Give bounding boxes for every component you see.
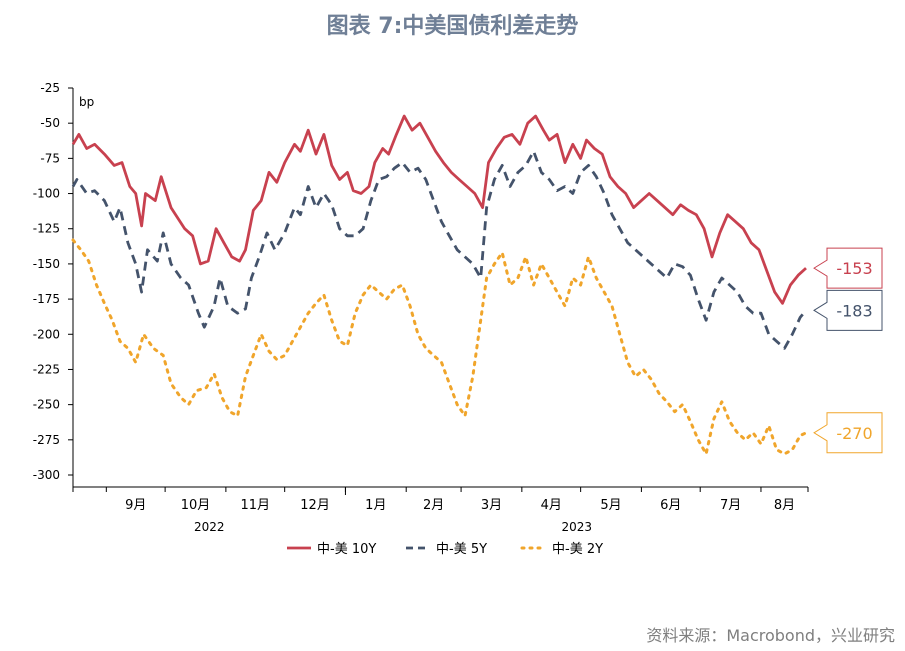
chart-title: 图表 7:中美国债利差走势 xyxy=(326,14,579,39)
x-month-label: 1月 xyxy=(365,498,386,513)
legend-label-2: 中-美 5Y xyxy=(436,542,487,557)
x-month-label: 7月 xyxy=(720,498,741,513)
x-month-label: 12月 xyxy=(300,498,330,513)
y-tick-label: -50 xyxy=(40,116,60,130)
y-tick-label: -200 xyxy=(33,327,60,341)
x-month-label: 2月 xyxy=(423,498,444,513)
x-axis: 9月 10月 11月 12月 1月 2月 3月 4月 5月 6月 7月 8月 2022 2023 xyxy=(72,486,809,534)
y-tick-label: -225 xyxy=(33,362,60,376)
source-note: 资料来源：Macrobond，兴业研究 xyxy=(646,626,895,645)
x-year-label: 2022 xyxy=(194,520,225,534)
end-label-box-3 xyxy=(813,412,883,454)
y-tick-label: -175 xyxy=(33,292,60,306)
end-label-box-1 xyxy=(813,247,883,289)
y-tick-label: -25 xyxy=(40,81,60,95)
x-year-label: 2023 xyxy=(561,520,592,534)
y-tick-label: -75 xyxy=(40,151,60,165)
y-axis-unit: bp xyxy=(79,95,94,109)
x-month-label: 5月 xyxy=(600,498,621,513)
end-label-1: -153 xyxy=(836,259,872,278)
series-group xyxy=(71,114,808,456)
series-line-2 xyxy=(71,149,808,350)
y-tick-label: -125 xyxy=(33,222,60,236)
x-month-label: 8月 xyxy=(774,498,795,513)
end-label-3: -270 xyxy=(836,424,872,443)
y-tick-label: -100 xyxy=(33,187,60,201)
legend-label-1: 中-美 10Y xyxy=(317,542,376,557)
x-month-label: 9月 xyxy=(125,498,146,513)
end-labels: -153 -183 -270 xyxy=(813,247,883,454)
y-axis: -25 -50 -75 -100 -125 -150 -175 -200 -225 -250 -27… xyxy=(33,81,94,487)
end-label-2: -183 xyxy=(836,301,872,320)
y-tick-label: -275 xyxy=(33,433,60,447)
x-month-label: 11月 xyxy=(241,498,271,513)
y-tick-label: -250 xyxy=(33,398,60,412)
y-tick-label: -300 xyxy=(33,468,60,482)
x-month-label: 10月 xyxy=(181,498,211,513)
x-month-label: 3月 xyxy=(481,498,502,513)
end-label-box-2 xyxy=(813,289,883,331)
x-month-label: 6月 xyxy=(660,498,681,513)
series-line-1 xyxy=(71,114,807,305)
legend-label-3: 中-美 2Y xyxy=(552,542,603,557)
y-tick-label: -150 xyxy=(33,257,60,271)
x-month-label: 4月 xyxy=(541,498,562,513)
legend: 中-美 10Y 中-美 5Y 中-美 2Y xyxy=(287,542,603,557)
series-line-3 xyxy=(71,238,808,456)
